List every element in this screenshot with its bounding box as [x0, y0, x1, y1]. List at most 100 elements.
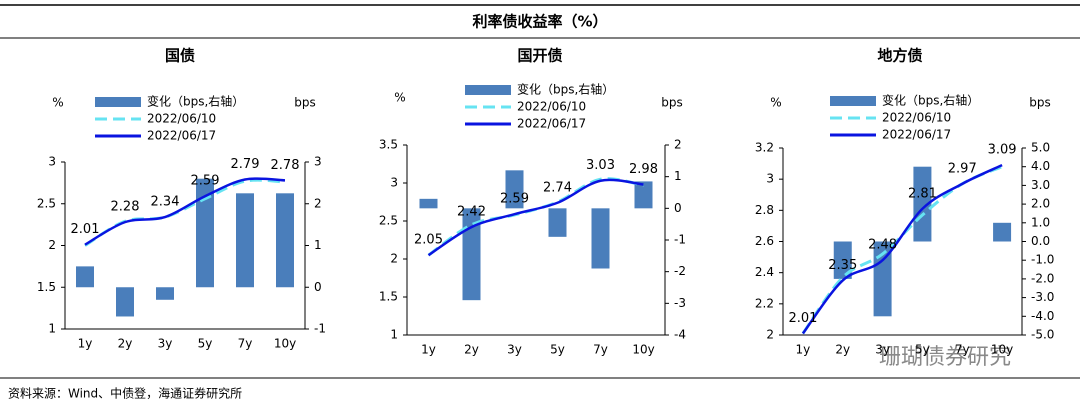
y-tick-label: 2.2 — [755, 296, 774, 310]
y2-tick-label: 3 — [314, 155, 322, 169]
y-axis-label: % — [394, 91, 405, 105]
data-label: 2.74 — [543, 180, 572, 195]
legend-swatch — [830, 96, 876, 106]
y-tick-label: 3 — [390, 176, 398, 190]
x-tick-label: 1y — [421, 343, 436, 357]
line — [427, 178, 644, 257]
x-tick-label: 2y — [464, 343, 479, 357]
y2-tick-label: 2 — [314, 196, 322, 210]
y-tick-label: 3 — [48, 155, 56, 169]
bar — [419, 198, 438, 209]
y2-tick-label: 0.0 — [1031, 234, 1050, 248]
data-label: 3.09 — [988, 143, 1017, 158]
data-label: 2.01 — [71, 222, 100, 237]
x-tick-label: 1y — [78, 337, 93, 351]
y-axis-label: % — [770, 96, 781, 110]
y-tick-label: 1 — [390, 328, 398, 342]
y-tick-label: 2 — [766, 328, 774, 342]
legend-swatch — [465, 85, 511, 95]
y-tick-label: 1.5 — [37, 280, 56, 294]
y-axis-label: % — [52, 96, 63, 110]
legend-swatch — [95, 97, 141, 107]
data-label: 2.28 — [111, 200, 140, 215]
bar — [833, 241, 852, 279]
chart-title: 国开债 — [517, 47, 562, 65]
y2-tick-label: 1.0 — [1031, 215, 1050, 229]
bar — [591, 208, 610, 269]
bar — [156, 287, 174, 300]
data-label: 2.79 — [231, 157, 260, 172]
data-label: 2.81 — [908, 186, 937, 201]
line — [84, 177, 286, 246]
bar — [276, 193, 294, 288]
legend-label: 2022/06/10 — [517, 100, 586, 114]
line — [801, 165, 1003, 335]
x-tick-label: 2y — [835, 343, 850, 357]
y2-tick-label: -1 — [314, 322, 326, 336]
page-title: 利率债收益率（%） — [472, 13, 607, 31]
y2-axis-label: bps — [661, 96, 683, 110]
y-tick-label: 2.4 — [755, 265, 774, 279]
y2-tick-label: 1 — [674, 169, 682, 183]
y-tick-label: 2.5 — [379, 214, 398, 228]
data-label: 2.05 — [414, 233, 443, 248]
line — [801, 164, 1003, 335]
y2-tick-label: -2 — [674, 264, 686, 278]
data-label: 2.01 — [788, 311, 817, 326]
x-tick-label: 3y — [875, 343, 890, 357]
chart-title: 国债 — [165, 47, 195, 65]
y2-tick-label: 0 — [314, 280, 322, 294]
legend-label: 变化（bps,右轴） — [147, 94, 244, 109]
y-tick-label: 1.5 — [379, 290, 398, 304]
bar — [236, 193, 254, 288]
watermark: 珊瑚债券研究 — [879, 345, 1011, 370]
data-label: 2.59 — [500, 192, 529, 207]
y-tick-label: 2.6 — [755, 234, 774, 248]
y2-tick-label: 2.0 — [1031, 197, 1050, 211]
source: 资料来源：Wind、中债登，海通证券研究所 — [8, 386, 242, 401]
x-tick-label: 3y — [507, 343, 522, 357]
legend-label: 2022/06/17 — [882, 128, 951, 142]
data-label: 2.34 — [151, 195, 180, 210]
y2-tick-label: -5.0 — [1031, 328, 1054, 342]
x-tick-label: 3y — [158, 337, 173, 351]
y-tick-label: 2.8 — [755, 203, 774, 217]
x-tick-label: 5y — [550, 343, 565, 357]
y2-tick-label: 4.0 — [1031, 159, 1050, 173]
bar — [462, 208, 481, 301]
x-tick-label: 7y — [955, 343, 970, 357]
x-tick-label: 5y — [915, 343, 930, 357]
y-tick-label: 3.5 — [379, 138, 398, 152]
y2-tick-label: 3.0 — [1031, 178, 1050, 192]
x-tick-label: 7y — [238, 337, 253, 351]
y2-tick-label: 2 — [674, 138, 682, 152]
y-tick-label: 2 — [390, 252, 398, 266]
y2-axis-label: bps — [294, 96, 316, 110]
data-label: 3.03 — [586, 158, 615, 173]
data-label: 2.42 — [457, 205, 486, 220]
y-tick-label: 3.2 — [755, 141, 774, 155]
y2-tick-label: -2.0 — [1031, 271, 1054, 285]
x-tick-label: 10y — [632, 343, 654, 357]
y2-tick-label: 5.0 — [1031, 141, 1050, 155]
x-tick-label: 10y — [991, 343, 1013, 357]
y2-tick-label: -1.0 — [1031, 253, 1054, 267]
legend-label: 2022/06/10 — [147, 112, 216, 126]
chart-title: 地方债 — [877, 47, 922, 65]
y2-tick-label: -3.0 — [1031, 290, 1054, 304]
data-label: 2.35 — [828, 258, 857, 273]
bar — [196, 178, 214, 288]
y-tick-label: 3 — [766, 172, 774, 186]
x-tick-label: 5y — [198, 337, 213, 351]
x-tick-label: 7y — [593, 343, 608, 357]
bar — [76, 266, 94, 288]
bar — [634, 181, 653, 209]
y-tick-label: 2.5 — [37, 196, 56, 210]
bar — [913, 166, 932, 242]
bar — [116, 287, 134, 317]
legend-label: 2022/06/10 — [882, 111, 951, 125]
legend-label: 2022/06/17 — [147, 129, 216, 143]
bar — [993, 222, 1012, 242]
data-label: 2.97 — [948, 161, 977, 176]
